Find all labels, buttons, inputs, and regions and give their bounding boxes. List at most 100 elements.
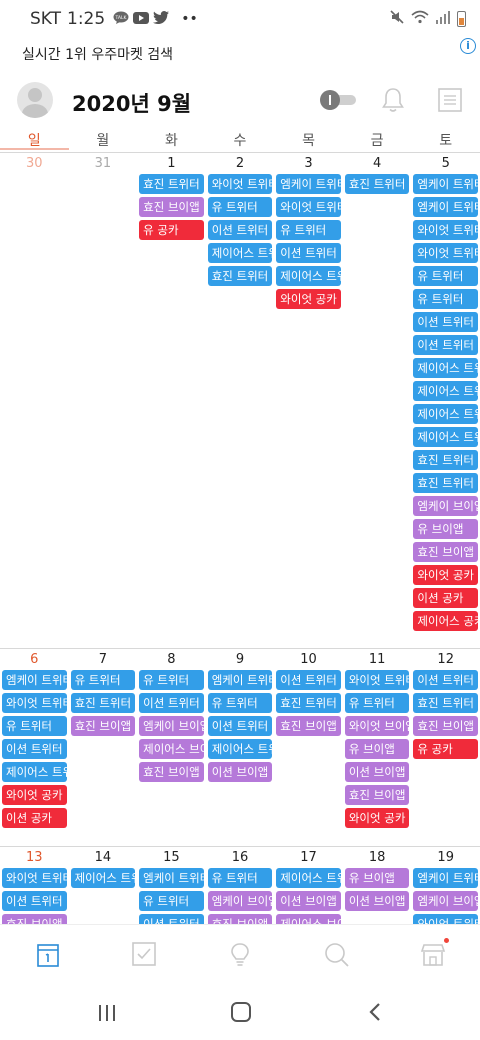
calendar-event[interactable]: 엠케이 트위터 bbox=[2, 670, 67, 690]
calendar-event[interactable]: 유 트위터 bbox=[139, 891, 204, 911]
calendar-event[interactable]: 효진 트위터 bbox=[413, 473, 478, 493]
calendar-event[interactable]: 유 트위터 bbox=[344, 693, 410, 713]
nav-todo[interactable] bbox=[96, 925, 192, 983]
day-cell[interactable]: 16 유 트위터 엠케이 브이앱 효진 브이앱 bbox=[206, 847, 275, 924]
calendar-event[interactable]: 이션 공카 bbox=[413, 588, 478, 608]
view-toggle[interactable] bbox=[320, 90, 356, 110]
calendar-event[interactable]: 효진 브이앱 bbox=[207, 914, 273, 924]
calendar-event[interactable]: 제이어스 트위터 bbox=[207, 739, 273, 759]
calendar-event[interactable]: 이션 트위터 bbox=[413, 312, 478, 332]
calendar-event[interactable]: 이션 트위터 bbox=[413, 335, 478, 355]
calendar-event[interactable]: 유 트위터 bbox=[70, 670, 136, 690]
avatar[interactable] bbox=[17, 82, 53, 118]
chevron-down-icon[interactable]: ⌄ bbox=[176, 92, 187, 106]
calendar-event[interactable]: 유 브이앱 bbox=[344, 868, 410, 888]
calendar-event[interactable]: 유 트위터 bbox=[276, 220, 341, 240]
calendar-event[interactable]: 효진 브이앱 bbox=[139, 197, 204, 217]
nav-calendar[interactable] bbox=[0, 925, 96, 983]
calendar-event[interactable]: 효진 트위터 bbox=[139, 174, 204, 194]
day-cell[interactable]: 5 엠케이 트위터 엠케이 트위터 와이엇 트위터 와이엇 트위터 유 트위터 유 트위터 이… bbox=[411, 153, 480, 634]
calendar-event[interactable]: 유 트위터 bbox=[139, 670, 204, 690]
calendar-event[interactable]: 효진 트위터 bbox=[413, 450, 478, 470]
calendar-event[interactable]: 효진 브이앱 bbox=[276, 716, 341, 736]
info-icon[interactable]: i bbox=[460, 38, 476, 54]
calendar-event[interactable]: 효진 브이앱 bbox=[413, 542, 478, 562]
calendar-event[interactable]: 엠케이 브이앱 bbox=[413, 891, 478, 911]
calendar-event[interactable]: 유 브이앱 bbox=[344, 739, 410, 759]
day-cell[interactable]: 12 이션 트위터 효진 트위터 효진 브이앱 유 공카 bbox=[411, 649, 480, 762]
calendar-event[interactable]: 유 트위터 bbox=[207, 693, 273, 713]
banner-text[interactable]: 실시간 1위 우주마켓 검색 bbox=[22, 47, 174, 63]
calendar-event[interactable]: 제이어스 트위터 bbox=[276, 266, 341, 286]
calendar-event[interactable]: 이션 트위터 bbox=[2, 891, 67, 911]
day-cell[interactable]: 1 효진 트위터 효진 브이앱 유 공카 bbox=[137, 153, 206, 243]
calendar-event[interactable]: 와이엇 공카 bbox=[276, 289, 341, 309]
calendar-event[interactable]: 이션 트위터 bbox=[139, 693, 204, 713]
calendar-event[interactable]: 제이어스 트위터 bbox=[276, 868, 341, 888]
calendar-event[interactable]: 효진 브이앱 bbox=[139, 762, 204, 782]
calendar-event[interactable]: 와이엇 공카 bbox=[344, 808, 410, 828]
calendar-event[interactable]: 이션 트위터 bbox=[276, 670, 341, 690]
nav-store[interactable] bbox=[384, 925, 480, 983]
calendar-event[interactable]: 효진 트위터 bbox=[344, 174, 410, 194]
calendar-event[interactable]: 유 트위터 bbox=[207, 868, 273, 888]
calendar-event[interactable]: 엠케이 트위터 bbox=[139, 868, 204, 888]
calendar-event[interactable]: 효진 브이앱 bbox=[2, 914, 67, 924]
calendar-event[interactable]: 제이어스 트위터 bbox=[207, 243, 273, 263]
calendar-event[interactable]: 효진 트위터 bbox=[413, 693, 478, 713]
calendar-event[interactable]: 제이어스 브이앱 bbox=[276, 914, 341, 924]
calendar-event[interactable]: 효진 브이앱 bbox=[413, 716, 478, 736]
calendar-event[interactable]: 와이엇 공카 bbox=[413, 565, 478, 585]
calendar-event[interactable]: 이션 트위터 bbox=[207, 220, 273, 240]
calendar-event[interactable]: 와이엇 트위터 bbox=[413, 243, 478, 263]
calendar-event[interactable]: 효진 브이앱 bbox=[344, 785, 410, 805]
calendar-event[interactable]: 이션 트위터 bbox=[276, 243, 341, 263]
home-icon[interactable] bbox=[231, 1002, 251, 1022]
calendar-event[interactable]: 와이엇 트위터 bbox=[276, 197, 341, 217]
calendar-event[interactable]: 제이어스 트위터 bbox=[413, 381, 478, 401]
day-cell[interactable]: 14 제이어스 트위터 bbox=[69, 847, 138, 891]
calendar-event[interactable]: 엠케이 트위터 bbox=[413, 868, 478, 888]
calendar-event[interactable]: 와이엇 트위터 bbox=[207, 174, 273, 194]
calendar-event[interactable]: 와이엇 트위터 bbox=[2, 693, 67, 713]
back-icon[interactable] bbox=[368, 1002, 382, 1022]
calendar-event[interactable]: 유 공카 bbox=[413, 739, 478, 759]
calendar-event[interactable]: 엠케이 트위터 bbox=[207, 670, 273, 690]
calendar-event[interactable]: 와이엇 트위터 bbox=[413, 914, 478, 924]
calendar-event[interactable]: 효진 트위터 bbox=[276, 693, 341, 713]
calendar-event[interactable]: 와이엇 브이앱 bbox=[344, 716, 410, 736]
day-cell[interactable]: 30 bbox=[0, 153, 69, 174]
calendar-event[interactable]: 이션 트위터 bbox=[2, 739, 67, 759]
calendar-event[interactable]: 와이엇 공카 bbox=[2, 785, 67, 805]
day-cell[interactable]: 7 유 트위터 효진 트위터 효진 브이앱 bbox=[69, 649, 138, 739]
month-title[interactable]: 2020년 9월 bbox=[72, 92, 192, 116]
list-icon[interactable] bbox=[438, 88, 462, 112]
calendar-event[interactable]: 유 공카 bbox=[139, 220, 204, 240]
calendar-event[interactable]: 이션 브이앱 bbox=[207, 762, 273, 782]
day-cell[interactable]: 11 와이엇 트위터 유 트위터 와이엇 브이앱 유 브이앱 이션 브이앱 효진 브이앱 와이… bbox=[343, 649, 412, 831]
calendar-event[interactable]: 엠케이 트위터 bbox=[276, 174, 341, 194]
calendar-event[interactable]: 유 트위터 bbox=[2, 716, 67, 736]
bell-icon[interactable] bbox=[380, 86, 406, 114]
calendar-event[interactable]: 제이어스 트위터 bbox=[413, 358, 478, 378]
calendar-event[interactable]: 제이어스 브이앱 bbox=[139, 739, 204, 759]
nav-search[interactable] bbox=[288, 925, 384, 983]
recent-apps-icon[interactable] bbox=[97, 1004, 117, 1022]
calendar-event[interactable]: 이션 브이앱 bbox=[344, 762, 410, 782]
calendar-event[interactable]: 효진 트위터 bbox=[207, 266, 273, 286]
calendar-event[interactable]: 와이엇 트위터 bbox=[344, 670, 410, 690]
nav-ideas[interactable] bbox=[192, 925, 288, 983]
day-cell[interactable]: 13 와이엇 트위터 이션 트위터 효진 브이앱 bbox=[0, 847, 69, 924]
calendar-event[interactable]: 효진 트위터 bbox=[70, 693, 136, 713]
calendar-event[interactable]: 엠케이 브이앱 bbox=[413, 496, 478, 516]
calendar-event[interactable]: 와이엇 트위터 bbox=[413, 220, 478, 240]
day-cell[interactable]: 31 bbox=[69, 153, 138, 174]
day-cell[interactable]: 15 엠케이 트위터 유 트위터 이션 트위터 bbox=[137, 847, 206, 924]
calendar-event[interactable]: 이션 공카 bbox=[2, 808, 67, 828]
calendar-event[interactable]: 제이어스 트위터 bbox=[70, 868, 136, 888]
day-cell[interactable]: 10 이션 트위터 효진 트위터 효진 브이앱 bbox=[274, 649, 343, 739]
